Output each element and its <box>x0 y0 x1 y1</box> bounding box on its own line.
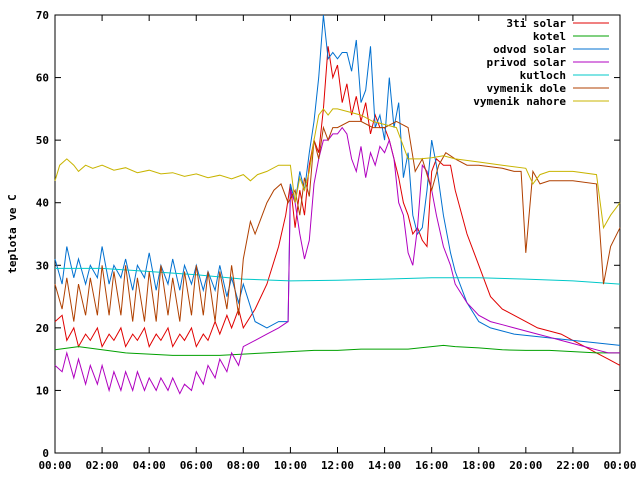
x-tick-label: 12:00 <box>321 459 354 472</box>
series-line-3ti-solar <box>54 46 621 366</box>
y-tick-label: 30 <box>36 259 49 272</box>
y-tick-label: 40 <box>36 197 49 210</box>
legend-label-kutloch: kutloch <box>520 69 566 82</box>
x-tick-label: 04:00 <box>133 459 166 472</box>
x-tick-label: 06:00 <box>180 459 213 472</box>
x-tick-label: 20:00 <box>509 459 542 472</box>
x-tick-label: 02:00 <box>86 459 119 472</box>
legend-label-kotel: kotel <box>533 30 566 43</box>
x-tick-label: 00:00 <box>38 459 71 472</box>
series-line-vymenik-nahore <box>54 108 621 230</box>
legend-label-odvod-solar: odvod solar <box>493 43 566 56</box>
series-line-odvod-solar <box>54 14 621 346</box>
x-tick-label: 00:00 <box>603 459 636 472</box>
y-tick-label: 0 <box>42 447 49 460</box>
y-tick-label: 50 <box>36 134 49 147</box>
y-tick-label: 20 <box>36 322 49 335</box>
x-tick-label: 08:00 <box>227 459 260 472</box>
series-layer <box>54 14 621 395</box>
y-tick-label: 60 <box>36 72 49 85</box>
y-axis-ticks: 0 10 20 30 40 50 60 70 <box>36 9 620 460</box>
y-axis-label: teplota ve C <box>6 194 19 273</box>
y-tick-label: 70 <box>36 9 49 22</box>
series-line-vymenik-dole <box>54 120 621 322</box>
legend-label-vymenik-dole: vymenik dole <box>487 82 567 95</box>
x-tick-label: 14:00 <box>368 459 401 472</box>
legend-label-3ti-solar: 3ti solar <box>506 17 566 30</box>
y-tick-label: 10 <box>36 384 49 397</box>
legend-label-vymenik-nahore: vymenik nahore <box>473 95 566 108</box>
legend-label-privod-solar: privod solar <box>487 56 567 69</box>
series-line-kutloch <box>55 267 621 285</box>
x-axis-ticks: 00:00 02:00 04:00 06:00 08:00 10:00 12:00 14:00… <box>38 15 637 472</box>
series-line-kotel <box>54 344 620 356</box>
series-line-privod-solar <box>54 126 620 395</box>
x-tick-label: 18:00 <box>462 459 495 472</box>
x-tick-label: 10:00 <box>274 459 307 472</box>
x-tick-label: 22:00 <box>556 459 589 472</box>
x-tick-label: 16:00 <box>415 459 448 472</box>
